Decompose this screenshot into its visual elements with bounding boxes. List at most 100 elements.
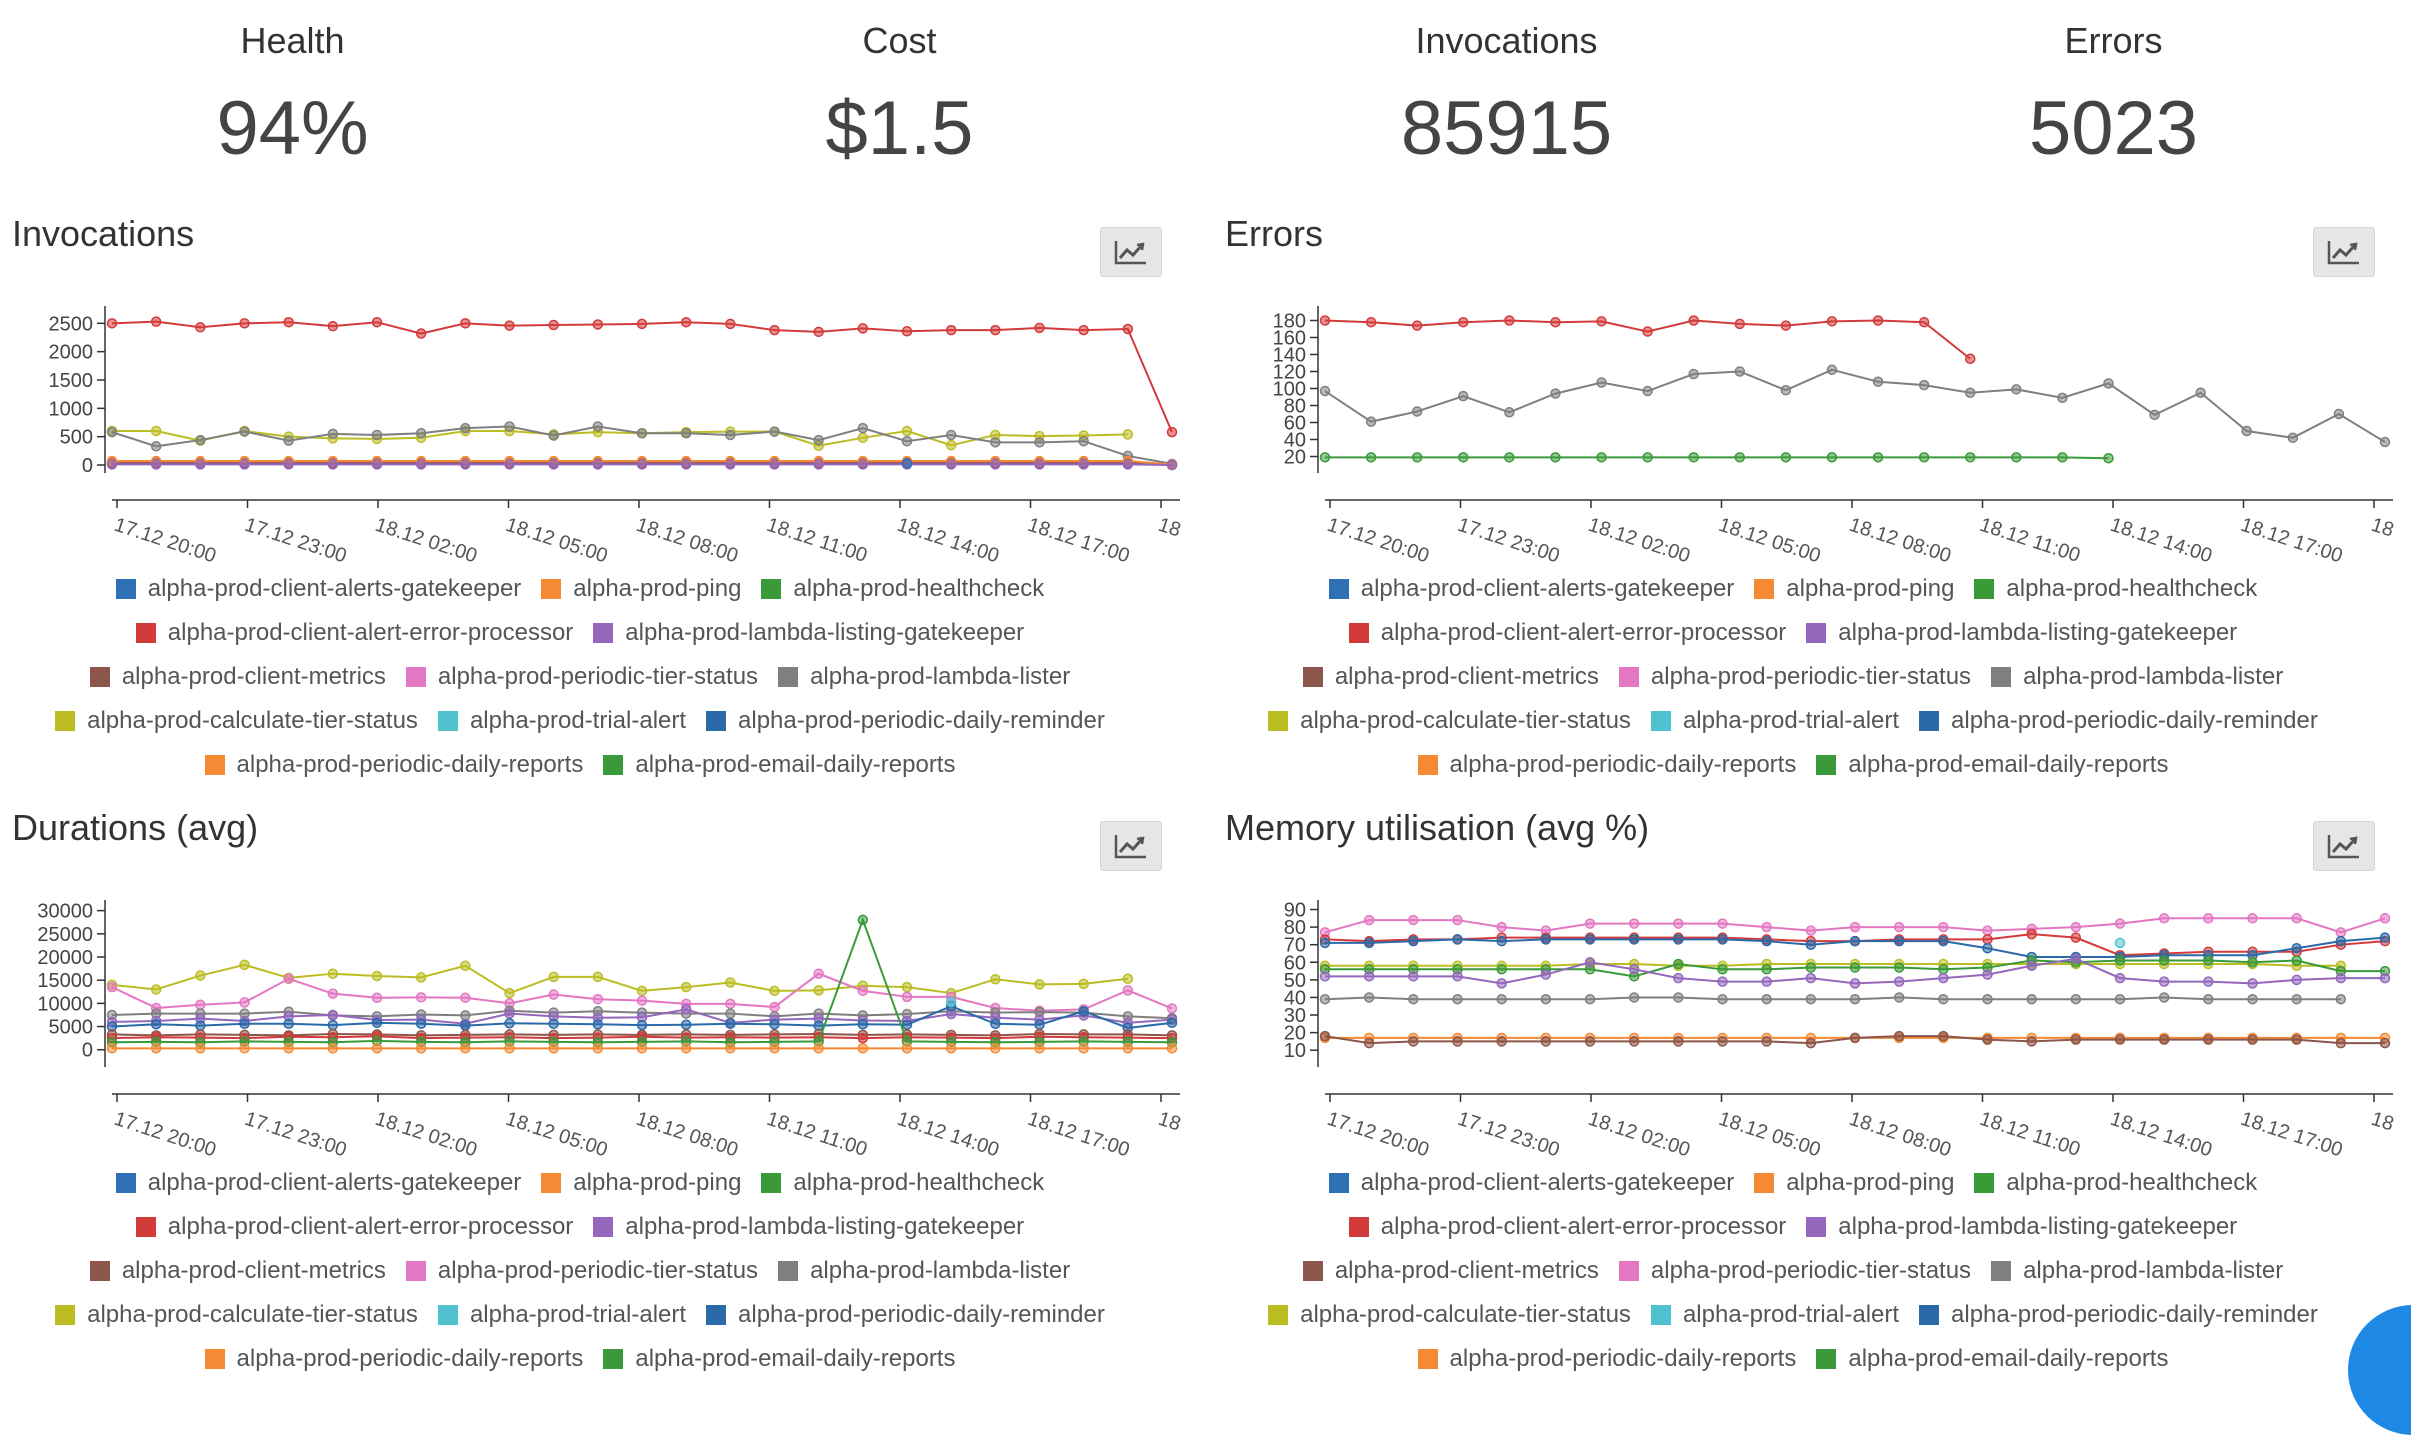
data-point: [1496, 935, 1507, 947]
y-tick-label: 0: [82, 455, 93, 477]
data-point: [2195, 387, 2206, 398]
legend-item[interactable]: alpha-prod-trial-alert: [1650, 707, 1899, 735]
legend-item[interactable]: alpha-prod-trial-alert: [437, 1301, 686, 1329]
legend-item[interactable]: alpha-prod-client-alerts-gatekeeper: [1328, 575, 1734, 603]
legend-label: alpha-prod-periodic-daily-reminder: [738, 707, 1105, 734]
legend-item[interactable]: alpha-prod-periodic-tier-status: [1618, 663, 1971, 691]
y-tick-label: 20: [1284, 1023, 1306, 1045]
legend-item[interactable]: alpha-prod-periodic-tier-status: [405, 663, 758, 691]
data-point: [1805, 939, 1817, 950]
data-point: [636, 1043, 648, 1054]
legend-item[interactable]: alpha-prod-ping: [1754, 1169, 1954, 1197]
legend-item[interactable]: alpha-prod-periodic-daily-reminder: [706, 1301, 1105, 1329]
legend-item[interactable]: alpha-prod-periodic-tier-status: [1618, 1257, 1971, 1285]
legend-item[interactable]: alpha-prod-calculate-tier-status: [1268, 707, 1631, 735]
legend-item[interactable]: alpha-prod-healthcheck: [761, 575, 1044, 603]
legend-item[interactable]: alpha-prod-client-metrics: [1302, 1257, 1599, 1285]
legend-item[interactable]: alpha-prod-periodic-daily-reports: [1417, 751, 1796, 779]
legend-item[interactable]: alpha-prod-lambda-listing-gatekeeper: [593, 619, 1024, 647]
data-point: [769, 459, 780, 470]
legend-item[interactable]: alpha-prod-client-alerts-gatekeeper: [115, 1169, 521, 1197]
legend-swatch: [1974, 579, 1995, 599]
legend-item[interactable]: alpha-prod-email-daily-reports: [1816, 751, 2168, 779]
x-tick-label: 17.12 23:00: [242, 514, 349, 568]
legend-item[interactable]: alpha-prod-periodic-daily-reports: [204, 1345, 583, 1373]
data-point: [460, 422, 471, 434]
legend-item[interactable]: alpha-prod-email-daily-reports: [603, 751, 955, 779]
series-line: [1324, 996, 2341, 1001]
legend-item[interactable]: alpha-prod-lambda-listing-gatekeeper: [1806, 1213, 2237, 1241]
data-point: [1458, 452, 1469, 463]
chart-type-button[interactable]: [1100, 821, 1162, 871]
x-tick-label: 18.12 08:00: [633, 1108, 740, 1162]
chart-type-button[interactable]: [1100, 227, 1162, 277]
data-point: [725, 1043, 736, 1054]
legend-item[interactable]: alpha-prod-lambda-listing-gatekeeper: [593, 1213, 1024, 1241]
legend-swatch: [761, 579, 782, 599]
legend-item[interactable]: alpha-prod-healthcheck: [761, 1169, 1044, 1197]
data-point: [1761, 921, 1772, 933]
legend-item[interactable]: alpha-prod-periodic-daily-reminder: [706, 707, 1105, 735]
legend-item[interactable]: alpha-prod-periodic-daily-reports: [1417, 1345, 1796, 1373]
legend-item[interactable]: alpha-prod-client-metrics: [89, 1257, 386, 1285]
legend-item[interactable]: alpha-prod-client-alerts-gatekeeper: [1328, 1169, 1734, 1197]
legend-item[interactable]: alpha-prod-lambda-lister: [1991, 1257, 2283, 1285]
data-point: [1938, 1030, 1949, 1042]
legend-item[interactable]: alpha-prod-client-alert-error-processor: [135, 619, 573, 647]
legend-item[interactable]: alpha-prod-trial-alert: [437, 707, 686, 735]
legend-item[interactable]: alpha-prod-client-alert-error-processor: [1348, 1213, 1786, 1241]
legend: alpha-prod-client-alerts-gatekeeper alpha…: [40, 575, 1120, 779]
legend-item[interactable]: alpha-prod-email-daily-reports: [1816, 1345, 2168, 1373]
legend-item[interactable]: alpha-prod-lambda-lister: [778, 663, 1070, 691]
legend-swatch: [115, 579, 136, 599]
legend-item[interactable]: alpha-prod-periodic-daily-reminder: [1919, 1301, 2318, 1329]
legend-item[interactable]: alpha-prod-calculate-tier-status: [55, 1301, 418, 1329]
legend-item[interactable]: alpha-prod-ping: [1754, 575, 1954, 603]
legend-swatch: [55, 711, 76, 731]
data-point: [1452, 993, 1463, 1005]
legend-item[interactable]: alpha-prod-periodic-daily-reminder: [1919, 707, 2318, 735]
data-point: [769, 426, 780, 437]
y-tick-label: 5000: [49, 1017, 94, 1039]
legend-item[interactable]: alpha-prod-periodic-tier-status: [405, 1257, 758, 1285]
data-point: [1496, 993, 1507, 1005]
legend-item[interactable]: alpha-prod-calculate-tier-status: [55, 707, 418, 735]
legend-item[interactable]: alpha-prod-client-alert-error-processor: [1348, 619, 1786, 647]
data-point: [327, 320, 339, 332]
legend-item[interactable]: alpha-prod-periodic-daily-reports: [204, 751, 583, 779]
legend-item[interactable]: alpha-prod-ping: [541, 575, 741, 603]
y-tick-label: 2000: [49, 342, 94, 364]
legend-item[interactable]: alpha-prod-lambda-lister: [778, 1257, 1070, 1285]
data-point: [1673, 972, 1684, 984]
data-point: [636, 318, 648, 330]
legend-item[interactable]: alpha-prod-calculate-tier-status: [1268, 1301, 1631, 1329]
invocations-chart: 0 500 1000 1500 2000 2500 17.12 20:00 17.12 23:…: [49, 306, 1183, 568]
legend-swatch: [89, 1261, 110, 1281]
legend-item[interactable]: alpha-prod-ping: [541, 1169, 741, 1197]
chart-type-button[interactable]: [2313, 821, 2375, 871]
data-point: [415, 1043, 427, 1054]
data-point: [592, 993, 604, 1005]
data-point: [2247, 993, 2258, 1005]
legend-item[interactable]: alpha-prod-client-metrics: [89, 663, 386, 691]
y-tick-label: 20000: [37, 947, 93, 969]
legend-item[interactable]: alpha-prod-lambda-listing-gatekeeper: [1806, 619, 2237, 647]
data-point: [857, 914, 869, 926]
data-point: [1673, 1036, 1684, 1047]
chart-type-button[interactable]: [2313, 227, 2375, 277]
data-point: [2114, 1034, 2126, 1045]
legend-item[interactable]: alpha-prod-lambda-lister: [1991, 663, 2283, 691]
legend-item[interactable]: alpha-prod-client-alerts-gatekeeper: [115, 575, 521, 603]
legend-item[interactable]: alpha-prod-client-alert-error-processor: [135, 1213, 573, 1241]
legend-swatch: [1991, 1261, 2012, 1281]
legend-item[interactable]: alpha-prod-client-metrics: [1302, 663, 1599, 691]
data-point: [1584, 993, 1596, 1005]
data-point: [857, 432, 869, 444]
legend-item[interactable]: alpha-prod-email-daily-reports: [603, 1345, 955, 1373]
legend-item[interactable]: alpha-prod-healthcheck: [1974, 1169, 2257, 1197]
data-point: [1761, 935, 1772, 947]
legend-swatch: [1919, 1305, 1940, 1325]
legend-label: alpha-prod-healthcheck: [793, 575, 1045, 602]
legend-item[interactable]: alpha-prod-trial-alert: [1650, 1301, 1899, 1329]
legend-item[interactable]: alpha-prod-healthcheck: [1974, 575, 2257, 603]
